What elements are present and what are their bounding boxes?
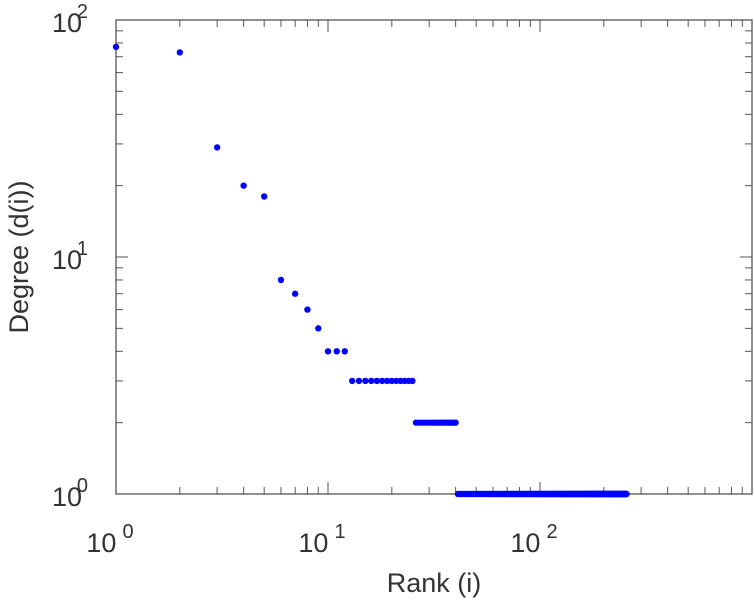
data-point	[383, 377, 391, 385]
data-point	[373, 377, 381, 385]
x-tick-label: 10 0	[86, 521, 133, 558]
data-point	[368, 377, 375, 385]
data-point	[355, 377, 363, 385]
y-axis-label: Degree (d(i))	[4, 180, 34, 333]
data-point	[315, 325, 322, 332]
tick-labels: 10 0 10 1 10 2 100 101 102	[52, 1, 558, 558]
data-point	[378, 377, 386, 385]
data-point	[176, 49, 184, 56]
x-tick-label: 10 1	[298, 521, 345, 558]
data-point	[333, 348, 340, 355]
data-point	[324, 348, 332, 355]
data-point	[348, 377, 356, 385]
y-tick-label: 101	[52, 238, 88, 275]
x-tick-label: 10 2	[510, 521, 557, 558]
data-point	[452, 419, 459, 426]
x-axis-label: Rank (i)	[387, 568, 482, 598]
data-points	[112, 43, 630, 498]
data-point	[112, 43, 120, 51]
data-point	[277, 276, 285, 284]
data-point	[240, 182, 247, 189]
plot-frame	[115, 19, 753, 495]
data-point	[362, 377, 369, 385]
data-point	[213, 144, 221, 151]
data-point	[260, 193, 268, 200]
data-point	[623, 490, 630, 498]
data-point	[341, 348, 348, 355]
data-point	[388, 377, 396, 385]
y-tick-label: 100	[52, 475, 88, 512]
y-tick-label: 102	[52, 1, 88, 38]
data-point	[291, 290, 299, 297]
data-point	[304, 306, 311, 313]
data-point	[409, 377, 416, 385]
